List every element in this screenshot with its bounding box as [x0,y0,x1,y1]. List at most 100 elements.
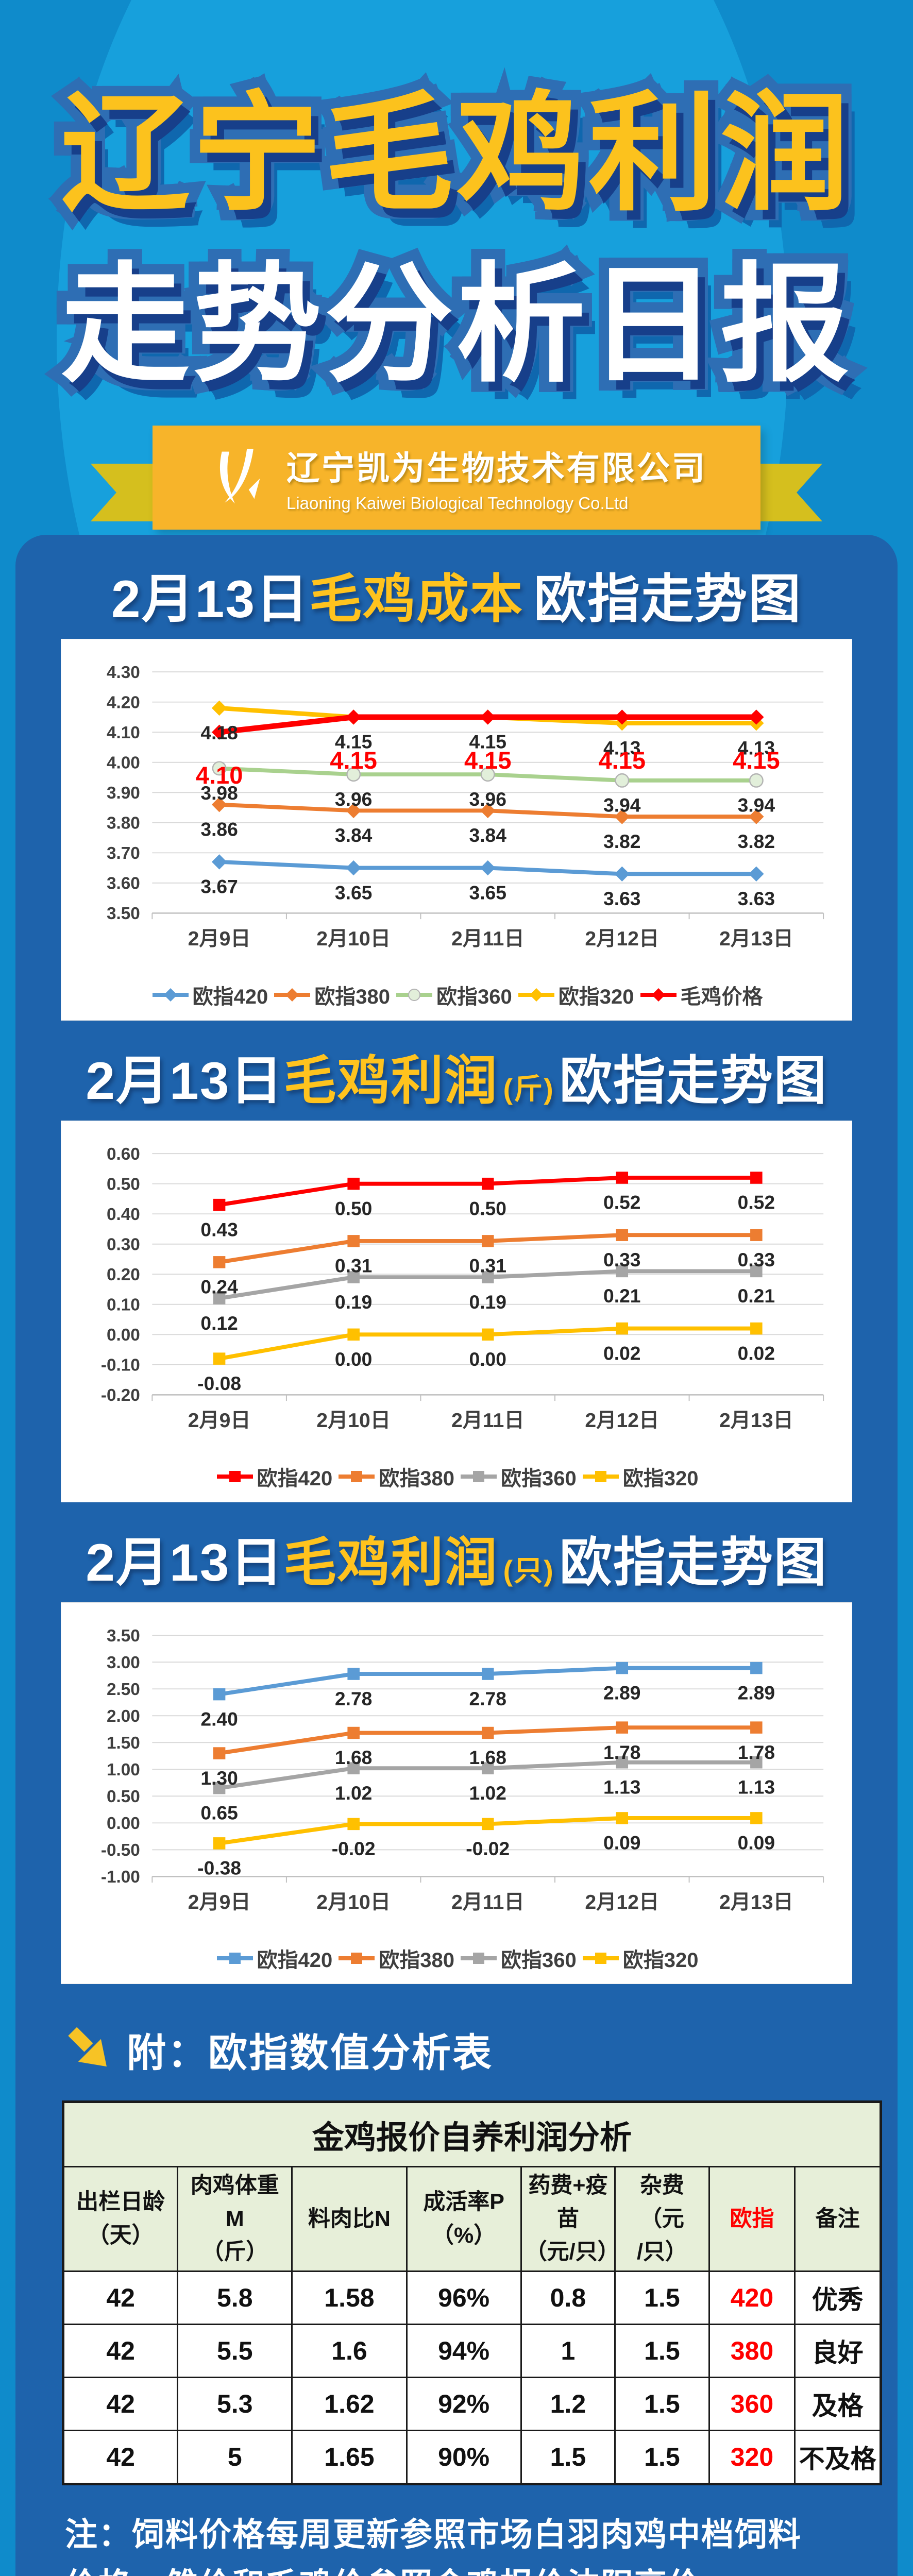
data-point-marker [750,1721,763,1734]
legend-item: 欧指420 [150,980,268,1010]
data-point-marker [750,1756,763,1769]
table-title: 金鸡报价自养利润分析 [62,2100,882,2167]
data-point-marker [481,1271,494,1284]
legend-label: 欧指420 [257,1467,333,1490]
chart-title-unit: (只) [503,1554,554,1587]
legend-label: 欧指320 [622,1948,699,1972]
legend-marker-icon [339,1952,375,1964]
data-point-marker [750,1323,763,1335]
x-category-label: 2月9日 [188,1891,251,1913]
data-point-marker [481,1726,494,1739]
y-tick-label: 4.10 [107,723,140,742]
legend-marker-icon [518,988,554,1002]
cost-chart-box: 4.30 4.20 4.10 4.00 3.90 3.80 3.70 3.60 3.50 2月9日… [61,639,852,1021]
data-point-marker [750,1172,763,1184]
table-cell: 1.5 [614,2429,710,2485]
title-outline: 走势分析日报 [50,243,859,407]
data-point-label: 0.19 [335,1291,372,1313]
data-point-label: 3.84 [469,824,507,846]
column-header: 出栏日龄 （天） [62,2165,179,2272]
company-name-en: Liaoning Kaiwei Biological Technology Co… [286,494,629,513]
chart-legend: 欧指420 欧指380 欧指360 欧指320 [61,1460,852,1497]
data-point-label: 1.13 [603,1776,640,1798]
chart-legend: 欧指420 欧指380 欧指360 欧指320 [61,1941,852,1978]
footnote: 注：饲料价格每周更新参照市场白羽肉鸡中档饲料 价格，雏价和毛鸡价参照金鸡报价沈阳… [65,2516,802,2576]
data-point-label: 0.00 [335,1348,372,1370]
table-cell: 1.65 [291,2429,408,2485]
data-point-marker [346,767,361,782]
chart-title-prefix: 2月13日 [86,1051,284,1110]
legend-label: 欧指380 [379,1467,454,1490]
column-header: 欧指 [708,2165,796,2272]
y-tick-label: 3.60 [107,874,140,893]
y-tick-label: -0.20 [101,1386,140,1405]
company-banner: 辽宁凯为生物技术有限公司 Liaoning Kaiwei Biological … [0,426,913,535]
data-point-label: 1.68 [469,1747,506,1768]
data-point-label: 4.10 [196,761,243,789]
data-point-marker [213,1352,226,1365]
legend-label: 欧指420 [257,1948,333,1972]
column-header: 肉鸡体重M （斤） [177,2165,293,2272]
column-header: 杂费（元 /只） [614,2165,710,2272]
title-text: 走势分析日报 [61,253,852,397]
legend-label: 毛鸡价格 [680,985,763,1008]
data-point-marker [750,1229,763,1242]
data-point-marker [481,1235,494,1247]
legend-marker-icon [216,1470,253,1482]
data-point-marker [347,1726,360,1739]
x-category-label: 2月9日 [188,1410,251,1432]
data-point-label: -0.02 [466,1838,510,1859]
y-tick-label: 0.50 [107,1787,140,1806]
data-point-marker [347,1818,360,1831]
y-tick-label: 1.00 [107,1760,140,1780]
y-tick-label: 2.50 [107,1680,140,1699]
table-cell: 42 [62,2429,179,2485]
legend-item: 欧指360 [394,980,512,1010]
data-point-label: 3.84 [335,824,373,846]
table-cell: 420 [708,2270,796,2325]
column-header: 料肉比N [291,2165,408,2272]
header: 辽宁毛鸡利润 辽宁毛鸡利润 辽宁毛鸡利润 走势分析日报 走势分析日报 走势分析日… [0,0,913,535]
data-point-label: 3.65 [469,882,506,904]
section-profit-jin-chart: 2月13日毛鸡利润 (斤)欧指走势图 0.60 0.50 0.40 0.30 0.20 0.… [15,1052,898,1502]
data-point-marker [614,809,630,825]
table-cell: 及格 [794,2376,882,2431]
data-point-marker [213,1782,226,1794]
legend-label: 欧指380 [379,1948,454,1972]
data-point-marker [347,1235,360,1247]
data-point-label: 0.50 [335,1198,372,1219]
data-point-label: 0.00 [469,1348,506,1370]
company-name: 辽宁凯为生物技术有限公司 [286,450,707,487]
data-point-marker [211,797,227,812]
chart-title-profit-bird: 2月13日毛鸡利润 (只)欧指走势图 [15,1533,898,1592]
table-cell: 96% [405,2270,522,2325]
x-category-label: 2月12日 [585,1410,659,1432]
profit-per-jin-chart: 0.60 0.50 0.40 0.30 0.20 0.10 0.00 -0.10 -0.20 2月… [101,1145,824,1432]
x-category-label: 2月10日 [316,928,391,950]
legend-item: 欧指420 [215,1943,333,1973]
data-point-label: 4.13 [738,737,775,759]
legend-marker-icon [216,1952,253,1964]
company-name-block: 辽宁凯为生物技术有限公司 Liaoning Kaiwei Biological … [286,442,707,513]
legend-label: 欧指380 [314,985,390,1008]
table-cell: 1.58 [291,2270,408,2325]
chart-title-unit: (斤) [503,1072,554,1105]
data-point-label: 0.33 [603,1249,640,1270]
table-cell: 94% [405,2323,522,2378]
data-point-label: 1.02 [335,1782,372,1804]
chart-title-profit-jin: 2月13日毛鸡利润 (斤)欧指走势图 [15,1052,898,1110]
legend-item: 欧指380 [336,1462,454,1492]
data-point-label: 1.13 [738,1776,775,1798]
data-point-label: 0.33 [738,1249,775,1270]
x-category-label: 2月13日 [719,928,793,950]
table-row: 42 5.3 1.62 92% 1.2 1.5 360 及格 [62,2376,882,2431]
data-point-label: 2.40 [200,1708,238,1730]
column-header: 备注 [794,2165,882,2272]
table-cell: 1.5 [614,2376,710,2431]
data-point-marker [480,803,496,819]
main-title-line2: 走势分析日报 走势分析日报 走势分析日报 [0,242,913,408]
table-cell: 320 [708,2429,796,2485]
data-point-marker [750,1812,763,1824]
table-cell: 1 [520,2323,616,2378]
